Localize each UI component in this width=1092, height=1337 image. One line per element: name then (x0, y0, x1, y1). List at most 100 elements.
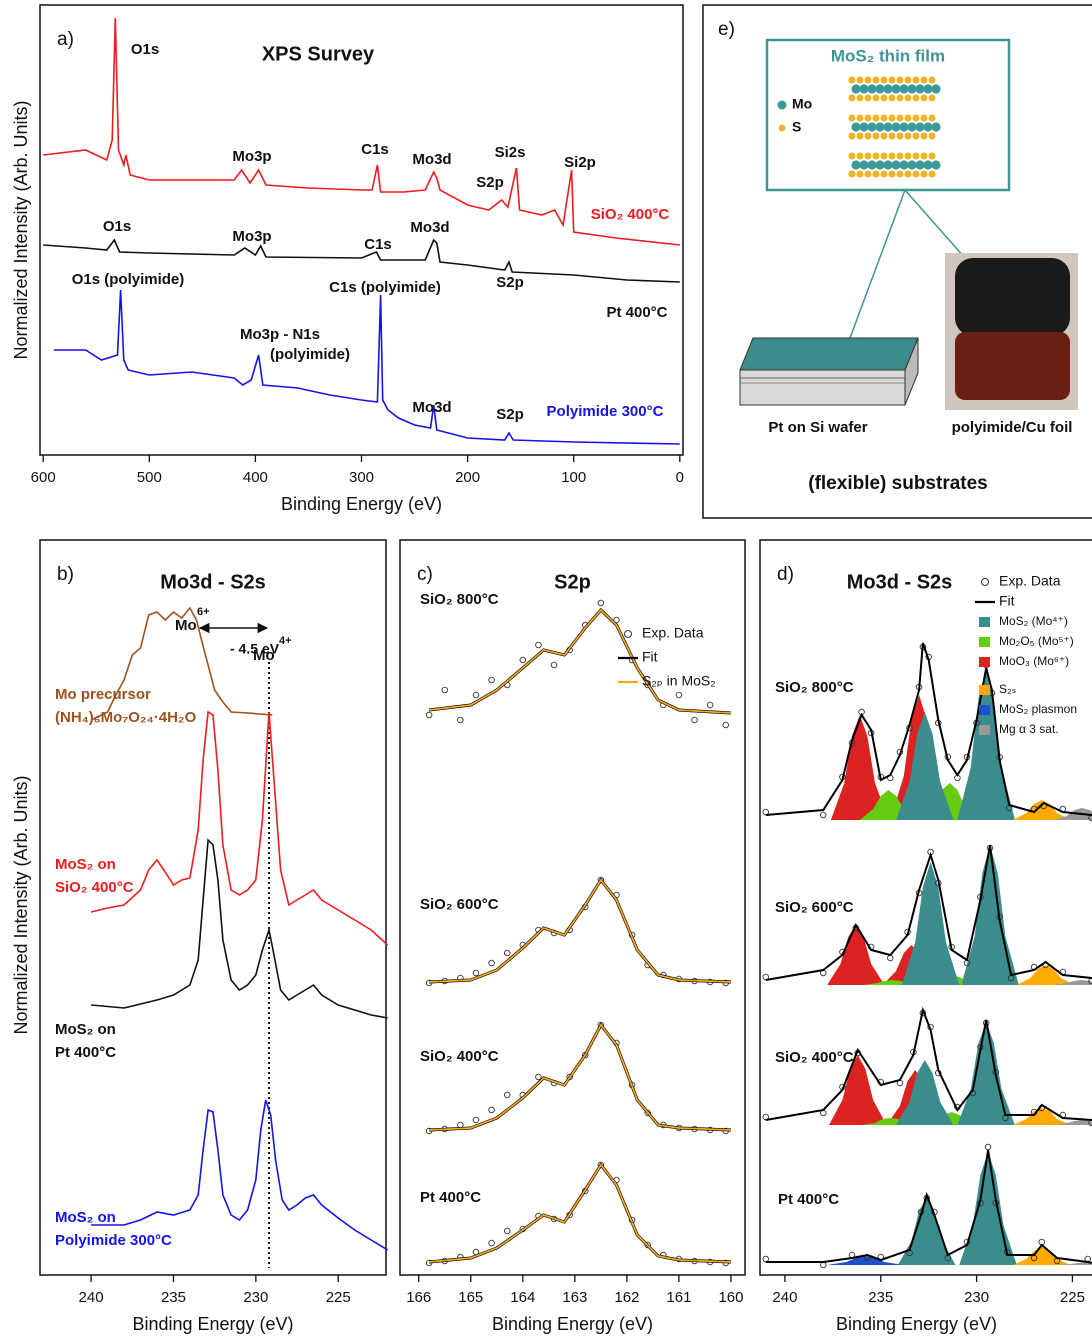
photo-polyimide (955, 332, 1070, 400)
atom-s (912, 94, 919, 101)
legend-label: MoS₂ (Mo⁴⁺) (999, 614, 1068, 628)
wafer-side (740, 370, 905, 405)
x-tick-label: 240 (79, 1289, 104, 1306)
exp-point (820, 1262, 826, 1268)
legend-marker (979, 725, 990, 735)
atom-mo (867, 84, 876, 93)
spectrum-line (91, 1100, 388, 1250)
exp-point (458, 717, 464, 723)
atom-s (856, 170, 863, 177)
spectrum-label: SiO₂ 800°C (775, 679, 854, 696)
atom-s (896, 170, 903, 177)
legend-marker (979, 637, 990, 647)
atom-mo (859, 122, 868, 131)
x-tick-label: 225 (1060, 1289, 1085, 1306)
x-tick-label: 300 (349, 469, 374, 486)
panel-label: e) (718, 19, 735, 40)
x-tick-label: 235 (868, 1289, 893, 1306)
atom-mo (891, 160, 900, 169)
series-label: MoS₂ on (55, 1021, 116, 1038)
atom-mo (859, 160, 868, 169)
atom-s (872, 114, 879, 121)
connector (905, 190, 965, 258)
series-label: Polyimide 300°C (55, 1232, 172, 1249)
atom-mo (875, 84, 884, 93)
fit-line (429, 1165, 731, 1262)
legend-label: Mo₂O₅ (Mo⁵⁺) (999, 634, 1074, 648)
atom-s (928, 114, 935, 121)
annotation: Mo3d (412, 151, 451, 168)
spectrum-label: Pt 400°C (420, 1189, 481, 1206)
chart-title: S2p (554, 571, 591, 593)
x-tick-label: 230 (964, 1289, 989, 1306)
atom-mo (915, 122, 924, 131)
exp-point (820, 812, 826, 818)
atom-s (848, 152, 855, 159)
panel-label: b) (57, 564, 74, 585)
x-tick-label: 161 (666, 1289, 691, 1306)
legend-label: Mo (792, 96, 812, 112)
legend-marker (779, 125, 786, 132)
spectrum-label: SiO₂ 400°C (775, 1049, 854, 1066)
atom-mo (859, 84, 868, 93)
atom-s (896, 76, 903, 83)
atom-s (904, 94, 911, 101)
atom-mo (907, 122, 916, 131)
atom-s (912, 152, 919, 159)
legend-label: Fit (999, 593, 1015, 609)
x-tick-label: 400 (243, 469, 268, 486)
atom-s (888, 132, 895, 139)
annotation: 4+ (279, 635, 292, 647)
exp-point (473, 692, 479, 698)
series-label: SiO₂ 400°C (55, 879, 134, 896)
atom-s (848, 114, 855, 121)
exp-point (536, 1074, 542, 1080)
atom-s (880, 170, 887, 177)
y-axis-label: Normalized Intensity (Arb. Units) (11, 100, 31, 359)
legend-label: S (792, 119, 801, 135)
panel-label: a) (57, 29, 74, 50)
atom-s (848, 76, 855, 83)
atom-s (928, 94, 935, 101)
exp-point (692, 717, 698, 723)
x-tick-label: 0 (676, 469, 684, 486)
exp-point (504, 1228, 510, 1234)
x-axis-label: Binding Energy (eV) (281, 494, 442, 514)
annotation: O1s (polyimide) (72, 271, 185, 288)
atom-s (888, 94, 895, 101)
fit-component (827, 925, 885, 985)
spectrum-line (91, 840, 388, 1018)
atom-s (896, 94, 903, 101)
legend-label: MoO₃ (Mo⁶⁺) (999, 654, 1069, 668)
series-label: SiO₂ 400°C (591, 206, 670, 223)
spectrum-label: SiO₂ 800°C (420, 591, 499, 608)
atom-s (864, 170, 871, 177)
atom-s (904, 114, 911, 121)
atom-s (888, 114, 895, 121)
chart-title: Mo3d - S2s (160, 571, 266, 593)
spectrum-label: Pt 400°C (778, 1191, 839, 1208)
page: e) MoS₂ thin film Mo S Pt on Si wafer po… (0, 0, 1092, 1337)
atom-s (856, 152, 863, 159)
exp-point (489, 960, 495, 966)
exp-point (536, 642, 542, 648)
atom-s (856, 132, 863, 139)
atom-s (888, 152, 895, 159)
atom-mo (899, 84, 908, 93)
exp-point (504, 950, 510, 956)
atom-mo (851, 84, 860, 93)
legend-label: S₂ₛ (999, 682, 1016, 696)
atom-s (912, 170, 919, 177)
legend-label: Mg α 3 sat. (999, 722, 1059, 736)
annotation: (polyimide) (270, 346, 350, 363)
exp-point (489, 1107, 495, 1113)
spectrum-label: SiO₂ 600°C (775, 899, 854, 916)
annotation: O1s (103, 218, 131, 235)
x-tick-label: 235 (161, 1289, 186, 1306)
exp-point (426, 712, 432, 718)
atom-s (896, 132, 903, 139)
legend-marker (979, 705, 990, 715)
exp-point (504, 1092, 510, 1098)
atom-mo (891, 122, 900, 131)
chart-title: Mo3d - S2s (847, 571, 953, 593)
